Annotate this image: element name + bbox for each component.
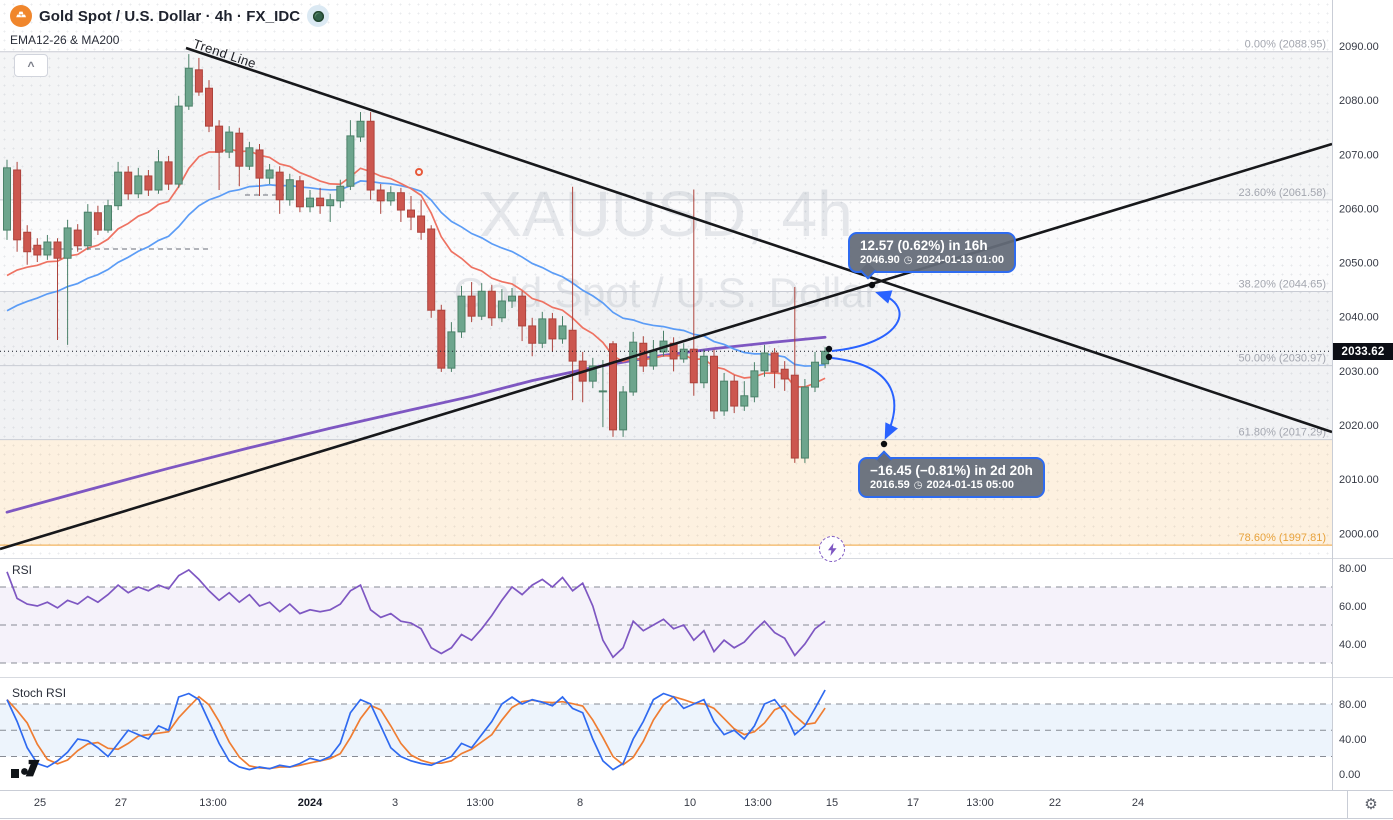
time-tick-label: 17	[906, 797, 920, 809]
rsi-tick-label: 60.00	[1339, 601, 1367, 613]
callout-price: 2016.59	[870, 479, 910, 491]
fib-level-label: 23.60% (2061.58)	[1239, 187, 1326, 199]
ema26-line[interactable]	[6, 180, 826, 367]
candlestick-layer	[3, 54, 830, 463]
lightning-marker-icon[interactable]	[819, 536, 845, 562]
time-tick-label: 15	[825, 797, 839, 809]
projection-callout-down[interactable]: −16.45 (−0.81%) in 2d 20h 2016.59 ◷ 2024…	[858, 450, 1045, 498]
callout-detail-text: 2046.90 ◷ 2024-01-13 01:00	[860, 254, 1004, 266]
price-tick-label: 2090.00	[1339, 41, 1379, 53]
symbol-badge-icon[interactable]	[307, 5, 330, 27]
callout-datetime: 2024-01-13 01:00	[916, 254, 1004, 266]
fib-band	[0, 365, 1332, 440]
fib-level-label: 78.60% (1997.81)	[1239, 532, 1326, 544]
rsi-tick-label: 40.00	[1339, 639, 1367, 651]
anchor-dot[interactable]	[868, 281, 876, 289]
stoch-d-line[interactable]	[6, 695, 826, 770]
trend-line-descending[interactable]	[185, 46, 1333, 434]
rsi-pane-label[interactable]: RSI	[12, 563, 33, 577]
price-tick-label: 2010.00	[1339, 474, 1379, 486]
anchor-dot[interactable]	[825, 345, 833, 353]
time-tick-label: 13:00	[199, 797, 227, 809]
axis-corner-separator	[1347, 791, 1348, 818]
price-tick-label: 2060.00	[1339, 203, 1379, 215]
price-tick-label: 2070.00	[1339, 149, 1379, 161]
chart-grid-dots	[0, 0, 1332, 558]
callout-change-text: 12.57 (0.62%) in 16h	[860, 238, 988, 253]
fib-level-label: 50.00% (2030.97)	[1239, 353, 1326, 365]
anchor-dot[interactable]	[825, 353, 833, 361]
price-tick-label: 2020.00	[1339, 420, 1379, 432]
ma200-line[interactable]	[5, 335, 827, 514]
symbol-title[interactable]: Gold Spot / U.S. Dollar · 4h · FX_IDC	[39, 7, 301, 25]
collapse-pane-button[interactable]: ^	[14, 54, 48, 77]
green-sphere-icon	[312, 10, 324, 22]
projection-arrow-down[interactable]	[831, 357, 898, 440]
callout-price: 2046.90	[860, 254, 900, 266]
fib-level-label: 0.00% (2088.95)	[1245, 39, 1326, 51]
time-tick-label: 13:00	[466, 797, 494, 809]
time-tick-label: 8	[576, 797, 584, 809]
clock-icon: ◷	[903, 254, 913, 266]
price-tick-label: 2080.00	[1339, 95, 1379, 107]
signal-dot-icon	[415, 168, 423, 176]
time-tick-label: 22	[1048, 797, 1062, 809]
time-tick-label: 25	[33, 797, 47, 809]
last-price-tag[interactable]: 2033.62	[1333, 343, 1393, 360]
fib-level-label: 61.80% (2017.29)	[1239, 427, 1326, 439]
time-tick-label: 13:00	[744, 797, 772, 809]
callout-change-text: −16.45 (−0.81%) in 2d 20h	[870, 463, 1033, 478]
time-axis[interactable]: ⚙ 25 27 13:00 2024 3 13:00 8 10 13:00 15 17 13:00 22…	[0, 790, 1393, 819]
stoch-tick-label: 0.00	[1339, 769, 1360, 781]
gear-icon[interactable]: ⚙	[1364, 796, 1378, 813]
time-tick-label: 3	[391, 797, 399, 809]
tradingview-logo-icon[interactable]	[10, 758, 44, 785]
time-tick-label: 24	[1131, 797, 1145, 809]
time-tick-label: 13:00	[966, 797, 994, 809]
rsi-line[interactable]	[6, 568, 826, 659]
stoch-tick-label: 40.00	[1339, 734, 1367, 746]
fib-level-label: 38.20% (2044.65)	[1239, 279, 1326, 291]
rsi-tick-label: 80.00	[1339, 563, 1367, 575]
callout-datetime: 2024-01-15 05:00	[926, 479, 1014, 491]
time-tick-label: 27	[114, 797, 128, 809]
gold-symbol-icon	[10, 5, 32, 27]
indicator-legend[interactable]: EMA12-26 & MA200	[10, 33, 120, 47]
projection-arrow-up[interactable]	[831, 290, 901, 352]
price-tick-label: 2000.00	[1339, 528, 1379, 540]
stoch-k-line[interactable]	[6, 689, 826, 771]
fib-band	[0, 200, 1332, 292]
callout-detail-text: 2016.59 ◷ 2024-01-15 05:00	[870, 479, 1033, 491]
stoch-pane-label[interactable]: Stoch RSI	[12, 686, 67, 700]
fib-band	[0, 439, 1332, 546]
time-tick-label: 2024	[297, 797, 323, 809]
chart-legend-header: Gold Spot / U.S. Dollar · 4h · FX_IDC	[10, 5, 330, 27]
price-tick-label: 2050.00	[1339, 258, 1379, 270]
clock-icon: ◷	[913, 479, 923, 491]
anchor-dot[interactable]	[880, 440, 888, 448]
price-tick-label: 2040.00	[1339, 312, 1379, 324]
projection-callout-up[interactable]: 12.57 (0.62%) in 16h 2046.90 ◷ 2024-01-1…	[848, 232, 1016, 280]
time-tick-label: 10	[683, 797, 697, 809]
ema12-line[interactable]	[6, 148, 826, 388]
trend-line-ascending[interactable]	[0, 142, 1333, 551]
fib-band	[0, 291, 1332, 366]
stoch-tick-label: 80.00	[1339, 699, 1367, 711]
chart-canvas[interactable]: 0.00% (2088.95) 23.60% (2061.58) 38.20% (2…	[0, 0, 1393, 790]
price-tick-label: 2030.00	[1339, 366, 1379, 378]
